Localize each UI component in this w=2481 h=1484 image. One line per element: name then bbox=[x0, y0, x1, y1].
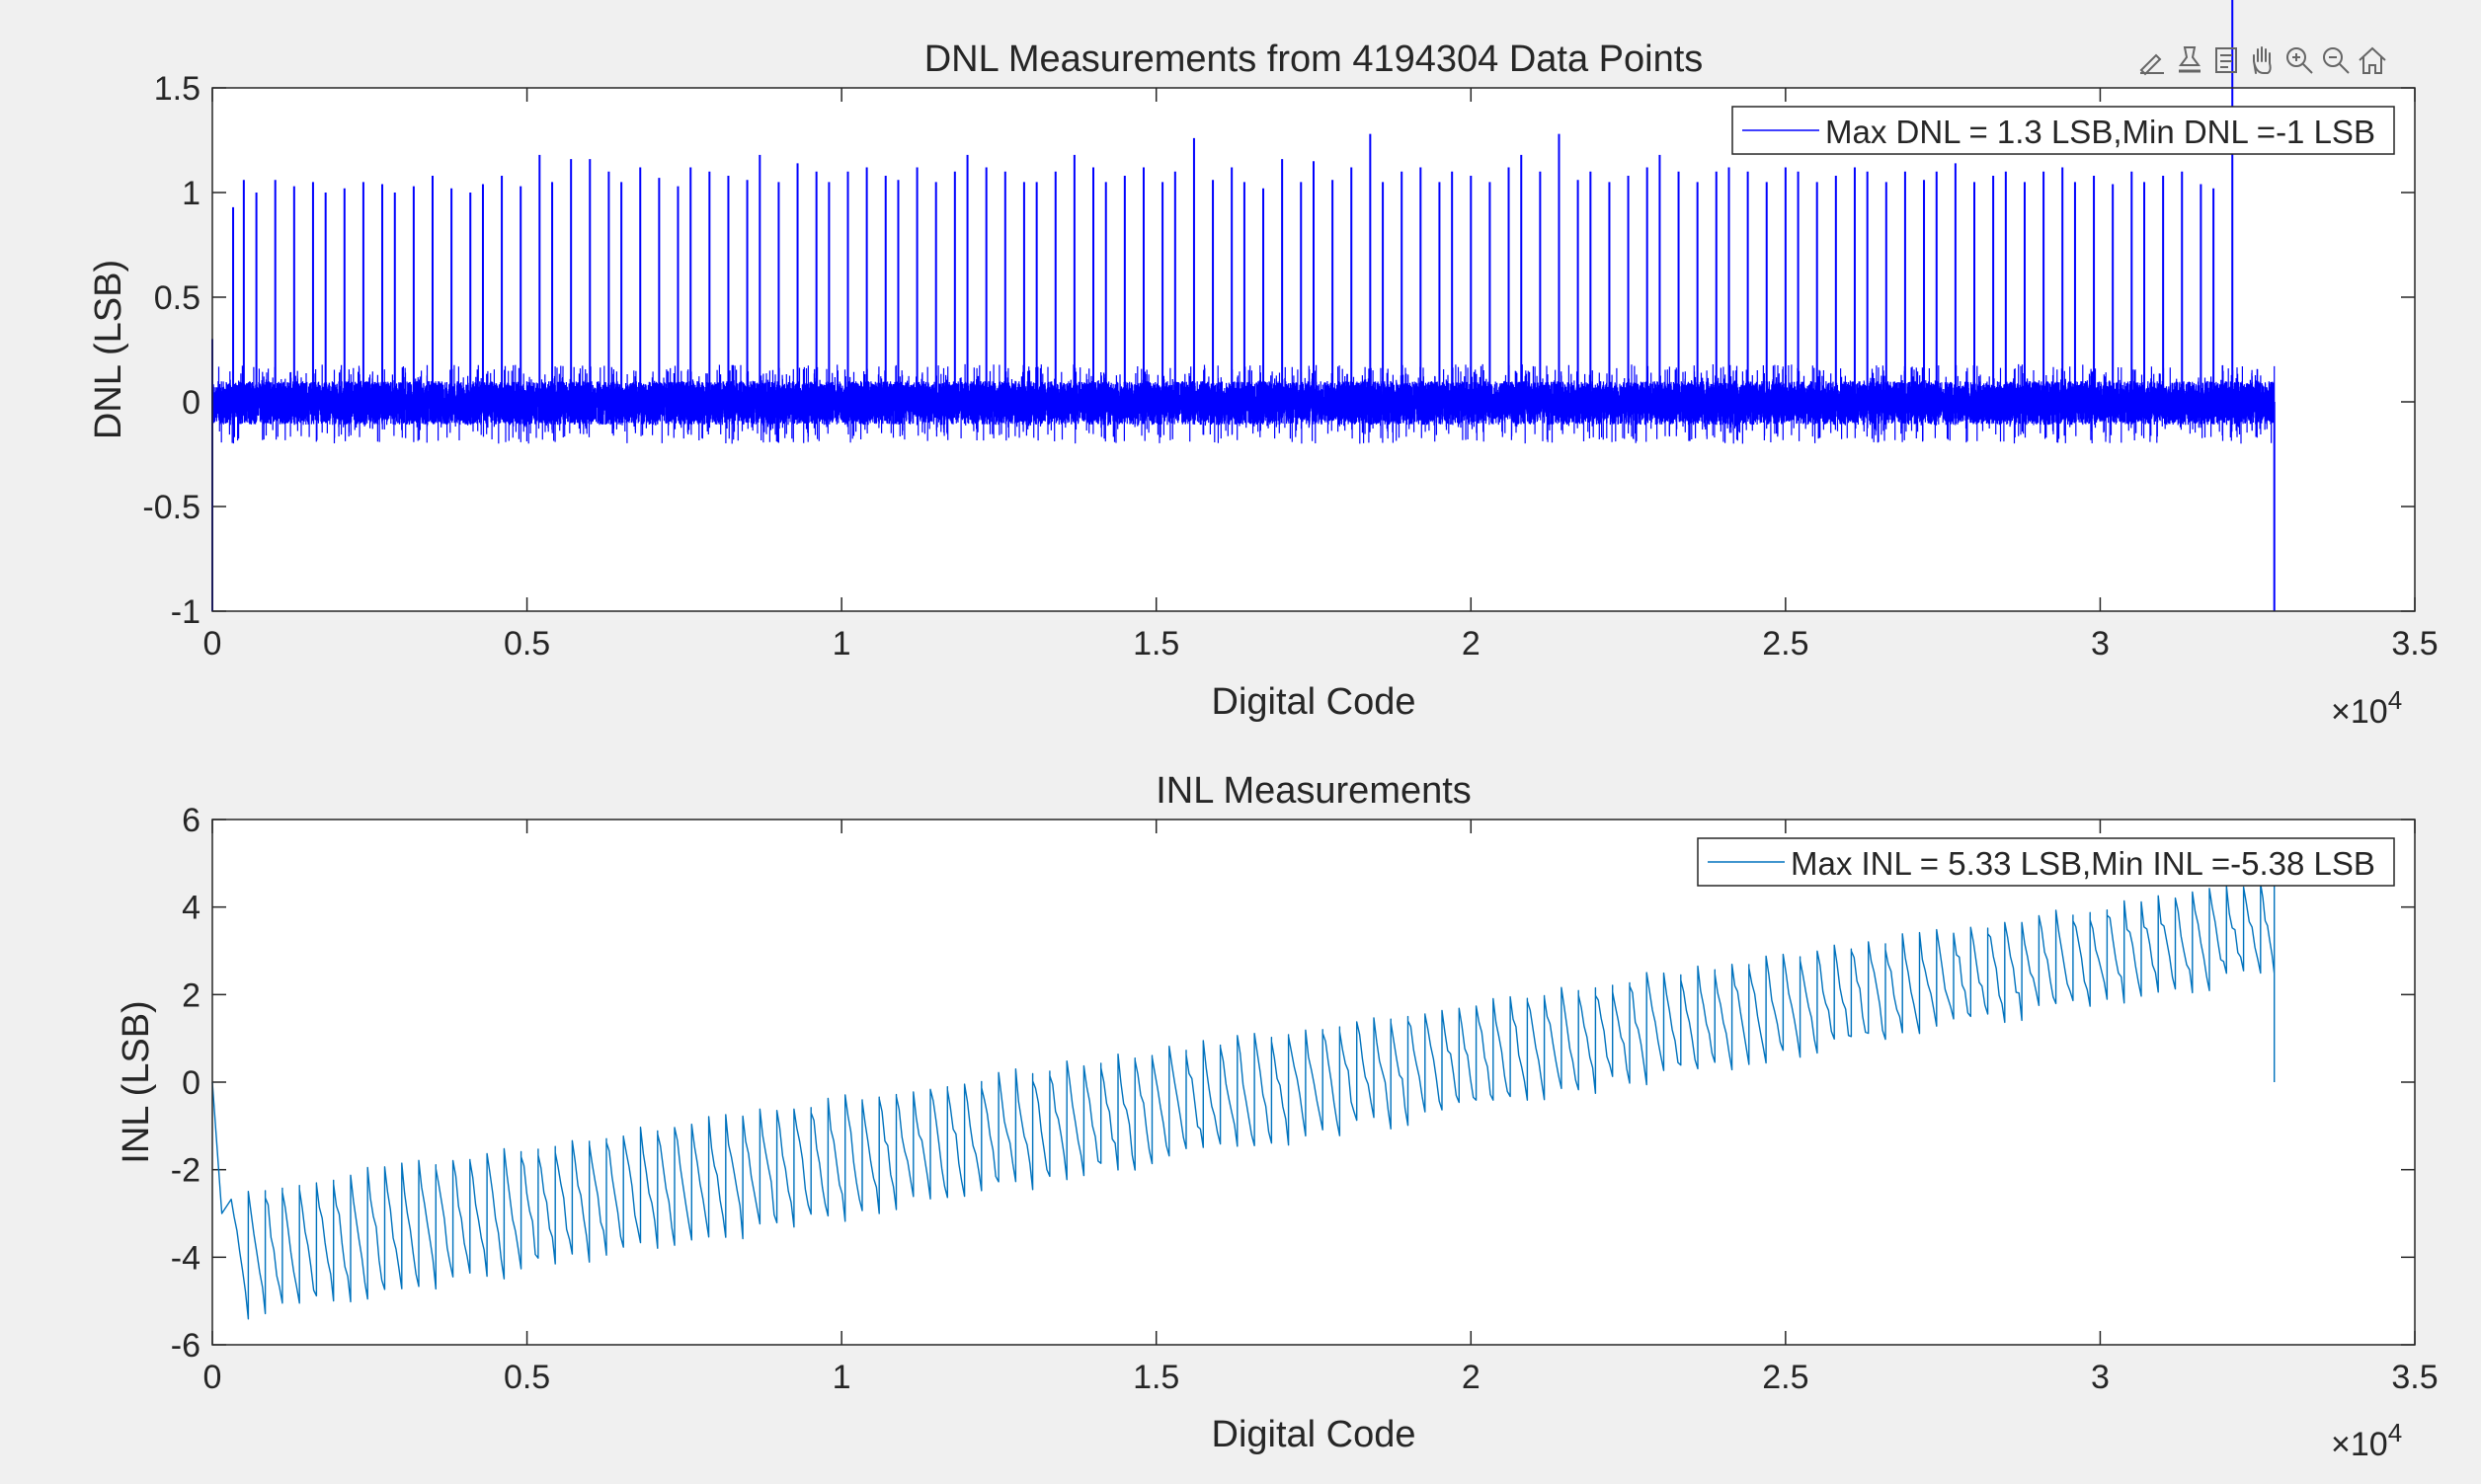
y-tick-label: -4 bbox=[171, 1239, 200, 1277]
y-tick-label: 4 bbox=[182, 890, 200, 927]
inl-axes-frame bbox=[211, 819, 2416, 1346]
dnl-x-tick-labels: 0 0.5 1 1.5 2 2.5 3 3.5 bbox=[203, 625, 2439, 663]
inl-x-exponent: ×104 bbox=[2331, 1418, 2402, 1463]
inl-sawtooth-line bbox=[211, 883, 2276, 1320]
data-cursor-icon[interactable] bbox=[2173, 43, 2206, 77]
dnl-x-axis-label: Digital Code bbox=[1212, 681, 1416, 723]
dnl-y-tick-labels: -1 -0.5 0 0.5 1 1.5 bbox=[142, 70, 200, 631]
dnl-data-line bbox=[211, 0, 2276, 611]
dnl-axes[interactable]: 0 0.5 1 1.5 2 2.5 3 3.5 -1 -0.5 0 0.5 1 1.5 DNL Meas… bbox=[88, 0, 2439, 731]
x-tick-label: 2.5 bbox=[1762, 1359, 1808, 1396]
inl-x-exponent-power: 4 bbox=[2388, 1418, 2402, 1447]
x-tick-label: 3.5 bbox=[2391, 1359, 2438, 1396]
x-tick-label: 3 bbox=[2091, 625, 2110, 663]
dnl-x-exponent: ×104 bbox=[2331, 685, 2402, 731]
inl-axes[interactable]: 0 0.5 1 1.5 2 2.5 3 3.5 -6 -4 -2 0 2 4 6 INL Measurem… bbox=[116, 770, 2439, 1463]
y-tick-label: 6 bbox=[182, 802, 200, 839]
inl-x-axis-label: Digital Code bbox=[1212, 1414, 1416, 1455]
inl-x-tick-labels: 0 0.5 1 1.5 2 2.5 3 3.5 bbox=[203, 1359, 2439, 1396]
y-tick-label: 1 bbox=[182, 175, 200, 212]
y-tick-label: 0 bbox=[182, 384, 200, 422]
x-tick-label: 2.5 bbox=[1762, 625, 1808, 663]
x-tick-label: 1 bbox=[833, 625, 851, 663]
y-tick-label: 0 bbox=[182, 1064, 200, 1102]
x-tick-label: 1 bbox=[833, 1359, 851, 1396]
x-tick-label: 2 bbox=[1462, 1359, 1481, 1396]
inl-x-exponent-base: ×10 bbox=[2331, 1426, 2388, 1463]
y-tick-label: 0.5 bbox=[154, 279, 200, 317]
dnl-legend-label: Max DNL = 1.3 LSB,Min DNL =-1 LSB bbox=[1825, 114, 2375, 150]
x-tick-label: 0.5 bbox=[504, 625, 550, 663]
y-tick-label: -6 bbox=[171, 1327, 200, 1365]
y-tick-label: 1.5 bbox=[154, 70, 200, 108]
dnl-chart-title: DNL Measurements from 4194304 Data Point… bbox=[924, 39, 1704, 80]
y-tick-label: 2 bbox=[182, 976, 200, 1014]
x-tick-label: 3 bbox=[2091, 1359, 2110, 1396]
edit-brush-icon[interactable] bbox=[2136, 43, 2170, 77]
x-tick-label: 0 bbox=[203, 1359, 222, 1396]
dnl-y-axis-label: DNL (LSB) bbox=[88, 260, 129, 439]
inl-legend[interactable]: Max INL = 5.33 LSB,Min INL =-5.38 LSB bbox=[1697, 837, 2395, 887]
x-tick-label: 1.5 bbox=[1133, 1359, 1179, 1396]
home-icon[interactable] bbox=[2356, 43, 2389, 77]
zoom-out-icon[interactable] bbox=[2319, 43, 2353, 77]
x-tick-label: 3.5 bbox=[2391, 625, 2438, 663]
x-tick-label: 0 bbox=[203, 625, 222, 663]
inl-legend-label: Max INL = 5.33 LSB,Min INL =-5.38 LSB bbox=[1791, 845, 2375, 882]
pan-hand-icon[interactable] bbox=[2246, 43, 2280, 77]
restore-view-icon[interactable] bbox=[2209, 43, 2243, 77]
y-tick-label: -2 bbox=[171, 1152, 200, 1190]
dnl-x-exponent-base: ×10 bbox=[2331, 693, 2388, 731]
zoom-in-icon[interactable] bbox=[2282, 43, 2316, 77]
y-tick-label: -1 bbox=[171, 593, 200, 631]
y-tick-label: -0.5 bbox=[142, 489, 200, 526]
dnl-legend[interactable]: Max DNL = 1.3 LSB,Min DNL =-1 LSB bbox=[1731, 106, 2395, 155]
inl-legend-box bbox=[1697, 837, 2395, 887]
dnl-x-exponent-power: 4 bbox=[2388, 685, 2402, 715]
dnl-axes-frame bbox=[211, 87, 2416, 612]
dnl-legend-box bbox=[1731, 106, 2395, 155]
x-tick-label: 2 bbox=[1462, 625, 1481, 663]
inl-y-axis-label: INL (LSB) bbox=[116, 1000, 157, 1163]
inl-chart-title: INL Measurements bbox=[1156, 770, 1472, 812]
x-tick-label: 1.5 bbox=[1133, 625, 1179, 663]
x-tick-label: 0.5 bbox=[504, 1359, 550, 1396]
inl-y-tick-labels: -6 -4 -2 0 2 4 6 bbox=[171, 802, 200, 1365]
inl-data-line bbox=[211, 883, 2276, 1320]
